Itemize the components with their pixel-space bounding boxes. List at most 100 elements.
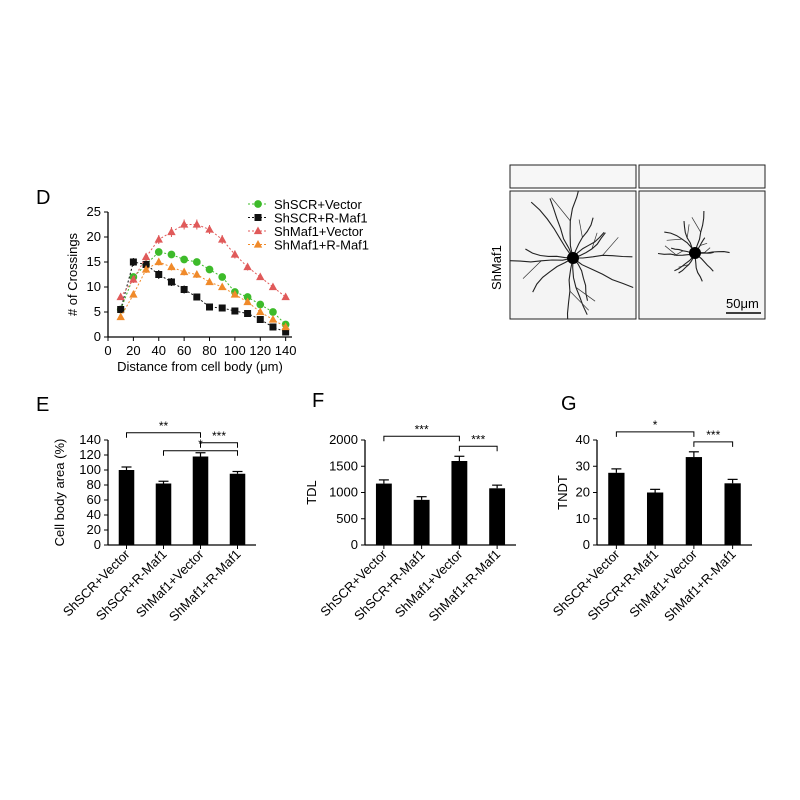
data-point [206,303,214,311]
bar [155,483,172,545]
data-point [179,219,189,228]
data-point [116,312,125,321]
bar [489,488,506,545]
x-tick-label: 0 [104,343,111,358]
bar [413,499,430,545]
y-axis-label: TDL [304,480,319,505]
y-tick-label: 40 [576,432,590,447]
significance-label: *** [415,422,429,436]
dendrite [572,232,606,259]
data-point [129,274,138,283]
data-point [281,292,290,301]
significance-label: *** [471,432,485,446]
data-point [179,267,189,276]
cell-body [567,252,579,264]
data-point [116,292,125,301]
series-line [120,261,286,328]
data-point [167,278,175,286]
data-point [268,314,278,323]
data-point [269,323,277,331]
data-point [256,316,264,323]
dendrite [572,217,594,259]
data-point [205,265,214,274]
data-point [256,300,265,309]
category-label: ShMaf1+R-Maf1 [661,547,739,625]
data-point [167,262,176,271]
data-point [256,272,265,281]
data-point [230,249,240,258]
y-tick-label: 0 [583,537,590,552]
y-tick-label: 25 [87,204,101,219]
dendrite-branch [522,260,542,279]
panel-label-g: G [561,393,577,415]
significance-bracket [693,441,734,447]
data-point [154,248,163,256]
dendrite-branch [575,287,596,302]
legend-marker [254,200,262,208]
data-point [192,269,202,278]
dendrite-branch [591,232,598,250]
neuron-image-right [657,210,730,282]
dendrite-branch [704,247,711,253]
dendrite-branch [691,217,702,233]
x-tick-label: 140 [275,343,297,358]
data-point [192,219,202,228]
panel-label-e: E [36,394,49,416]
y-tick-label: 80 [87,477,101,492]
dendrite [694,210,705,254]
bar [646,492,664,545]
y-tick-label: 10 [576,511,590,526]
data-point [205,277,214,286]
y-tick-label: 30 [576,458,590,473]
data-point [154,257,163,266]
significance-label: *** [706,428,720,442]
y-tick-label: 60 [87,492,101,507]
data-point [243,262,252,271]
data-point [142,261,150,268]
dendrite [572,257,589,301]
y-tick-label: 500 [336,511,358,526]
tndt-bar-chart: 010203040TNDTShSCR+VectorShSCR+R-Maf1ShM… [550,418,752,624]
dendrite-branch [686,224,690,238]
data-point [141,264,151,273]
legend-marker [254,214,262,221]
micrograph-top-right-frame [638,164,766,189]
y-tick-label: 1500 [329,458,358,473]
data-point [141,252,151,261]
y-tick-label: 0 [94,537,101,552]
bar [451,461,468,545]
legend-label: ShMaf1+Vector [274,224,364,239]
dendrite [572,232,605,259]
data-point [167,227,176,236]
dendrite-branch [664,245,677,256]
dendrite [657,252,696,256]
x-tick-label: 120 [249,343,271,358]
y-axis-label: # of Crossings [65,232,80,316]
x-tick-label: 80 [202,343,216,358]
dendrite-branch [602,237,619,256]
dendrite-branch [678,264,689,268]
dendrite-branch [674,250,684,257]
dendrite-branch [578,219,583,238]
data-point [281,322,290,331]
y-axis-label: TNDT [555,475,570,510]
scale-bar-label: 50μm [726,296,759,311]
micrograph-row-label: ShMaf1 [489,245,504,290]
data-point [180,286,188,293]
data-point [154,234,163,243]
cell-body [689,247,701,259]
dendrite [532,257,574,293]
significance-label: * [653,418,658,432]
dendrite [549,198,574,259]
data-point [243,297,252,306]
dendrite-branch [569,290,589,311]
series-shscr-r-maf1 [117,258,290,336]
bar [375,483,392,545]
data-point [218,304,226,312]
data-point [256,307,265,316]
neuron-image-left [510,191,634,319]
category-label: ShMaf1+Vector [626,546,700,620]
